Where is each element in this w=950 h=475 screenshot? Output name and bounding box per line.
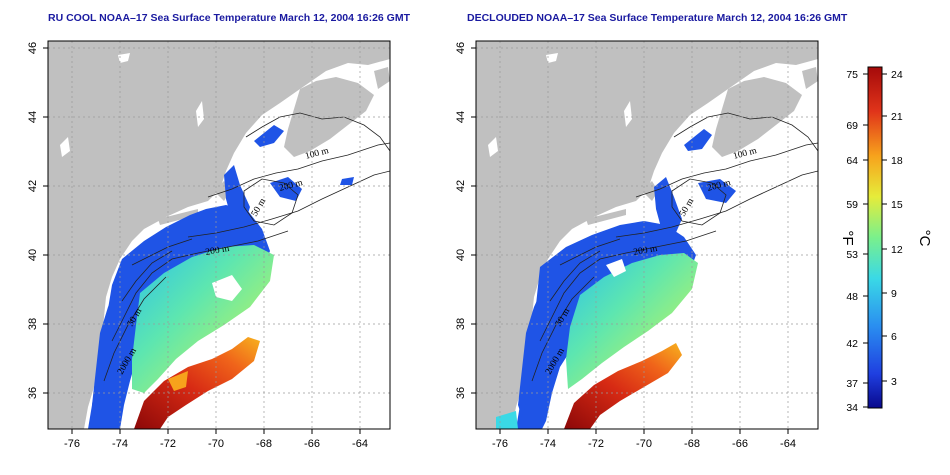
x-tick-left-4: -68 <box>256 438 272 450</box>
cb-f-tick-7: 37 <box>846 378 858 390</box>
map-title-right: DECLOUDED NOAA–17 Sea Surface Temperatur… <box>467 12 848 24</box>
cb-c-tick-2: 18 <box>891 155 903 167</box>
cb-c-tick-5: 9 <box>891 288 897 300</box>
map-panel-left: 100 m 200 m 50 m 200 m 50 m 2000 m <box>47 40 391 430</box>
y-tick-left-4: 44 <box>27 111 39 123</box>
y-tick-right-3: 42 <box>455 180 467 192</box>
cb-c-tick-7: 3 <box>891 376 897 388</box>
cb-c-tick-1: 21 <box>891 111 903 123</box>
y-tick-left-1: 38 <box>27 318 39 330</box>
cb-f-tick-8: 34 <box>846 402 858 414</box>
x-tick-left-5: -66 <box>304 438 320 450</box>
x-tick-right-2: -72 <box>588 438 604 450</box>
y-axis-right <box>471 47 476 394</box>
x-tick-left-6: -64 <box>352 438 368 450</box>
x-tick-right-5: -66 <box>732 438 748 450</box>
x-axis-left <box>71 429 361 434</box>
x-tick-right-0: -76 <box>492 438 508 450</box>
y-tick-right-4: 44 <box>455 111 467 123</box>
cb-f-tick-2: 64 <box>846 155 858 167</box>
y-tick-left-3: 42 <box>27 180 39 192</box>
x-tick-left-1: -74 <box>112 438 128 450</box>
x-axis-right <box>499 429 789 434</box>
cb-f-tick-1: 69 <box>846 120 858 132</box>
x-tick-right-1: -74 <box>540 438 556 450</box>
cb-f-tick-4: 53 <box>846 249 858 261</box>
x-tick-right-3: -70 <box>636 438 652 450</box>
cb-f-tick-5: 48 <box>846 291 858 303</box>
cb-f-tick-0: 75 <box>846 69 858 81</box>
map-panel-right: 100 m 200 m 50 m 200 m 50 m 2000 m <box>475 40 819 430</box>
y-tick-left-5: 46 <box>27 42 39 54</box>
map-title-left: RU COOL NOAA–17 Sea Surface Temperature … <box>48 12 411 24</box>
y-axis-left <box>43 47 48 394</box>
x-tick-left-0: -76 <box>64 438 80 450</box>
graticule-left <box>48 41 390 429</box>
colorbar-unit-fahrenheit: °F <box>839 230 856 245</box>
colorbar-gradient <box>867 66 883 409</box>
cb-f-tick-3: 59 <box>846 199 858 211</box>
cb-f-tick-6: 42 <box>846 338 858 350</box>
y-tick-right-0: 36 <box>455 387 467 399</box>
colorbar: 75 69 64 59 53 48 42 37 34 24 21 18 15 1… <box>839 66 933 414</box>
cb-c-tick-0: 24 <box>891 69 903 81</box>
x-tick-right-6: -64 <box>780 438 796 450</box>
graticule-right <box>476 41 818 429</box>
colorbar-unit-celsius: °C <box>916 230 933 247</box>
y-tick-right-1: 38 <box>455 318 467 330</box>
y-tick-right-2: 40 <box>455 249 467 261</box>
x-tick-left-2: -72 <box>160 438 176 450</box>
y-tick-right-5: 46 <box>455 42 467 54</box>
x-tick-right-4: -68 <box>684 438 700 450</box>
cb-c-tick-3: 15 <box>891 199 903 211</box>
x-tick-left-3: -70 <box>208 438 224 450</box>
cb-c-tick-6: 6 <box>891 331 897 343</box>
cb-c-tick-4: 12 <box>891 244 903 256</box>
y-tick-left-0: 36 <box>27 387 39 399</box>
y-tick-left-2: 40 <box>27 249 39 261</box>
contour-label-200m-left-b: 200 m <box>205 244 231 258</box>
contour-label-200m-right-b: 200 m <box>633 244 659 258</box>
